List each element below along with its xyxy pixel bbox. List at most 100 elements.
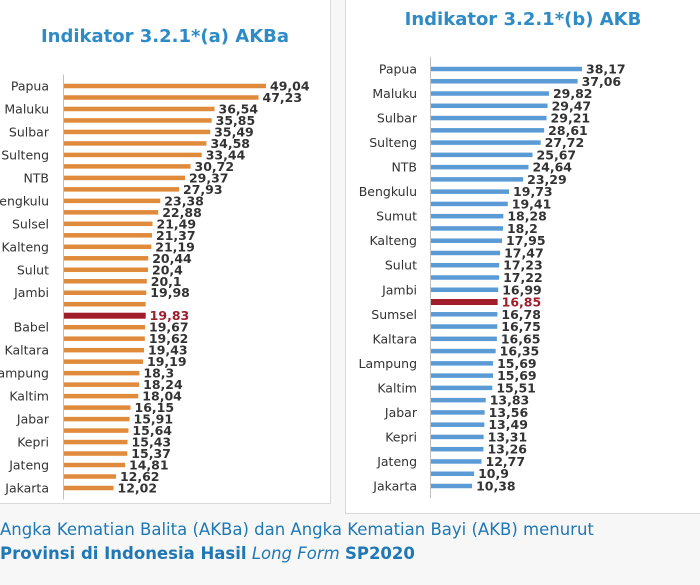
bar: [64, 301, 146, 307]
value-label: 36,54: [219, 101, 259, 116]
bar: [431, 373, 494, 378]
value-label: 16,85: [502, 295, 542, 310]
bar: [431, 189, 510, 194]
akba-chart-panel: Indikator 3.2.1*(a) AKBa 49,04 Papua 47,23…: [0, 0, 331, 504]
category-label: Jambi: [13, 285, 49, 300]
bar: [431, 410, 485, 415]
bar: [64, 106, 215, 112]
category-label: Sulut: [17, 262, 49, 277]
value-label: 19,83: [150, 308, 190, 323]
category-label: Kaltim: [9, 389, 49, 404]
category-label: Kaltim: [377, 380, 417, 395]
value-label: 19,41: [512, 196, 552, 211]
value-label: 29,82: [553, 86, 593, 101]
value-label: 13,56: [489, 405, 529, 420]
value-label: 30,72: [195, 159, 235, 174]
bar: [431, 152, 533, 158]
category-label: NTB: [391, 160, 417, 175]
bar: [431, 422, 485, 427]
category-label: Kalteng: [369, 233, 417, 248]
value-label: 21,19: [155, 239, 195, 254]
value-label: 20,44: [152, 251, 192, 266]
category-label: Jakarta: [372, 479, 417, 494]
bar: [64, 118, 212, 123]
bar: [431, 79, 578, 84]
category-label: NTB: [23, 170, 49, 185]
value-label: 12,02: [118, 481, 158, 496]
value-label: 35,85: [216, 113, 256, 128]
bar: [431, 459, 482, 464]
value-label: 29,21: [551, 111, 591, 126]
bar: [431, 177, 524, 182]
bar: [431, 250, 501, 256]
value-label: 28,61: [548, 123, 588, 138]
caption-prefix: Provinsi di Indonesia Hasil: [0, 544, 247, 563]
value-label: 19,98: [150, 285, 190, 300]
category-label: Bengkulu: [359, 184, 417, 199]
value-label: 19,62: [149, 331, 189, 346]
value-label: 23,29: [527, 172, 567, 187]
value-label: 24,64: [532, 160, 572, 175]
bar: [64, 95, 259, 100]
category-label: Jateng: [376, 454, 417, 469]
bar: [64, 129, 211, 135]
value-label: 19,43: [148, 343, 188, 358]
value-label: 37,06: [582, 74, 622, 89]
bar: [431, 397, 486, 403]
category-label: ampung: [0, 366, 49, 381]
value-label: 14,81: [129, 458, 169, 473]
value-label: 18,04: [142, 389, 182, 404]
value-label: 25,67: [537, 147, 577, 162]
value-label: 27,72: [545, 135, 585, 150]
bar: [64, 451, 128, 456]
bar: [64, 210, 159, 215]
value-label: 16,99: [502, 282, 542, 297]
category-label: Lampung: [358, 356, 417, 371]
value-label: 15,43: [132, 435, 172, 450]
category-label: Jabar: [16, 412, 50, 427]
category-label: Sulbar: [377, 111, 418, 126]
value-label: 19,19: [147, 354, 187, 369]
chart-title: Indikator 3.2.1*(a) AKBa: [40, 26, 290, 47]
value-label: 15,91: [134, 412, 174, 427]
category-label: Kepri: [385, 429, 417, 444]
value-label: 22,88: [162, 205, 202, 220]
category-label: Papua: [379, 62, 417, 77]
value-label: 21,37: [156, 228, 196, 243]
bar: [431, 66, 582, 72]
bar: [431, 128, 545, 133]
bar: [431, 471, 475, 476]
value-label: 18,3: [143, 366, 174, 381]
value-label: 16,75: [501, 319, 541, 334]
value-label: 18,24: [143, 377, 183, 392]
value-label: 17,22: [503, 270, 543, 285]
bar: [64, 428, 129, 433]
value-label: 13,83: [490, 393, 530, 408]
value-label: 23,38: [164, 193, 204, 208]
value-label: 18,2: [507, 221, 538, 236]
bar: [431, 324, 498, 329]
category-label: Kepri: [17, 435, 49, 450]
value-label: 10,9: [478, 466, 509, 481]
figure-caption: Angka Kematian Balita (AKBa) dan Angka K…: [0, 518, 700, 566]
bar: [431, 361, 494, 366]
category-label: Kaltara: [373, 331, 417, 346]
value-label: 15,69: [497, 368, 537, 383]
category-label: Jabar: [384, 405, 418, 420]
value-label: 13,31: [488, 429, 528, 444]
akb-chart-panel: Indikator 3.2.1*(b) AKB 38,17 Papua 37,06 2…: [345, 0, 700, 514]
bar: [64, 485, 114, 491]
bar: [64, 474, 116, 479]
value-label: 27,93: [183, 182, 223, 197]
bar: [431, 446, 484, 452]
bar: [431, 238, 503, 243]
bar: [64, 462, 126, 468]
value-label: 38,17: [586, 62, 626, 77]
bar: [431, 115, 547, 121]
value-label: 34,58: [210, 136, 250, 151]
bar: [431, 201, 508, 207]
bar: [431, 226, 503, 231]
value-label: 20,1: [151, 274, 182, 289]
